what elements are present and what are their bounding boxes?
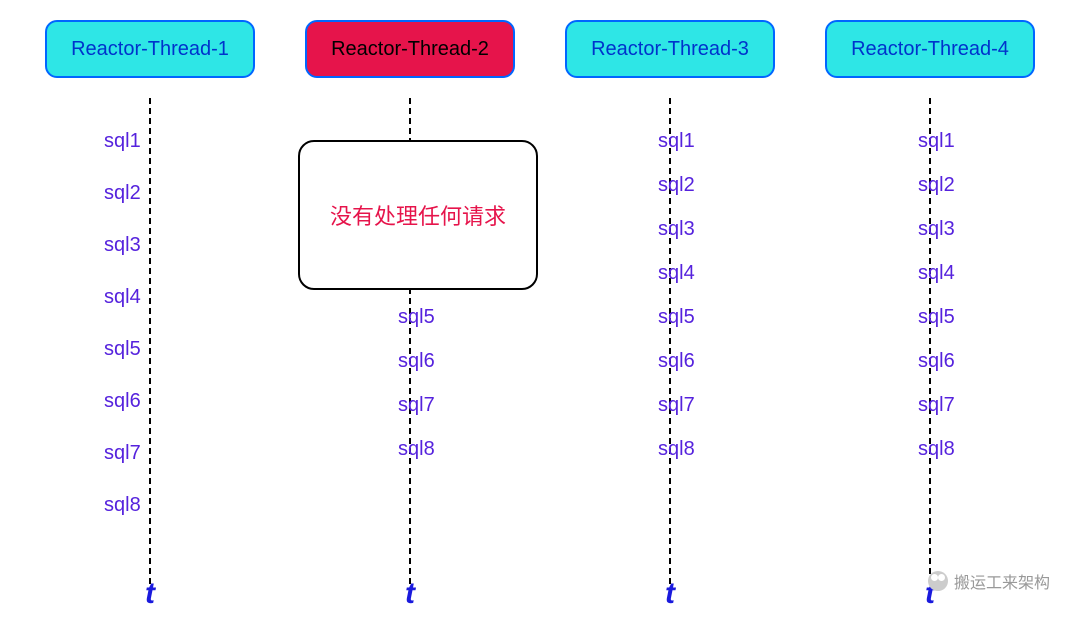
sql-list: sql1 sql2 sql3 sql4 sql5 sql6 sql7 sql8 [918, 130, 955, 570]
sql-item: sql5 [398, 306, 435, 330]
sql-item: sql8 [918, 438, 955, 462]
sql-item: sql2 [104, 182, 141, 206]
sql-item: sql6 [918, 350, 955, 374]
sql-item: sql3 [918, 218, 955, 242]
sql-item: sql3 [104, 234, 141, 258]
sql-item: sql1 [104, 130, 141, 154]
t-label: t [145, 577, 155, 611]
sql-item: sql4 [918, 262, 955, 286]
thread-header: Reactor-Thread-1 [45, 20, 255, 78]
sql-item: sql2 [918, 174, 955, 198]
sql-item: sql4 [104, 286, 141, 310]
sql-item: sql3 [658, 218, 695, 242]
watermark-text: 搬运工来架构 [954, 569, 1050, 593]
sql-item: sql5 [658, 306, 695, 330]
sql-item: sql7 [658, 394, 695, 418]
timeline [149, 98, 151, 584]
sql-list: sql1 sql2 sql3 sql4 sql5 sql6 sql7 sql8 [658, 130, 695, 570]
wechat-icon [928, 571, 948, 591]
sql-item: sql1 [658, 130, 695, 154]
thread-column: Reactor-Thread-2sql5sql6sql7sql8没有处理任何请求… [290, 20, 530, 629]
thread-column: Reactor-Thread-1 sql1 sql2 sql3 sql4 sql5 sql6… [30, 20, 270, 629]
sql-item: sql1 [918, 130, 955, 154]
sql-item: sql8 [398, 438, 435, 462]
thread-column: Reactor-Thread-3 sql1 sql2 sql3 sql4 sql5 sql6… [550, 20, 790, 629]
sql-item: sql8 [104, 494, 141, 518]
sql-item: sql2 [658, 174, 695, 198]
t-label: t [405, 577, 415, 611]
sql-item: sql6 [398, 350, 435, 374]
sql-item: sql8 [658, 438, 695, 462]
watermark: 搬运工来架构 [928, 569, 1050, 593]
thread-header: Reactor-Thread-3 [565, 20, 775, 78]
sql-item: sql4 [658, 262, 695, 286]
sql-item: sql5 [918, 306, 955, 330]
thread-header: Reactor-Thread-2 [305, 20, 515, 78]
sql-list: sql1 sql2 sql3 sql4 sql5 sql6 sql7 sql8 [104, 130, 141, 570]
thread-header: Reactor-Thread-4 [825, 20, 1035, 78]
reactor-thread-diagram: Reactor-Thread-1 sql1 sql2 sql3 sql4 sql5 sql6… [0, 0, 1080, 629]
sql-item: sql7 [104, 442, 141, 466]
sql-item: sql7 [918, 394, 955, 418]
blocked-box: 没有处理任何请求 [298, 140, 538, 290]
t-label: t [665, 577, 675, 611]
sql-item: sql6 [658, 350, 695, 374]
sql-item: sql7 [398, 394, 435, 418]
thread-column: Reactor-Thread-4 sql1 sql2 sql3 sql4 sql5 sql6… [810, 20, 1050, 629]
sql-item: sql6 [104, 390, 141, 414]
sql-item: sql5 [104, 338, 141, 362]
